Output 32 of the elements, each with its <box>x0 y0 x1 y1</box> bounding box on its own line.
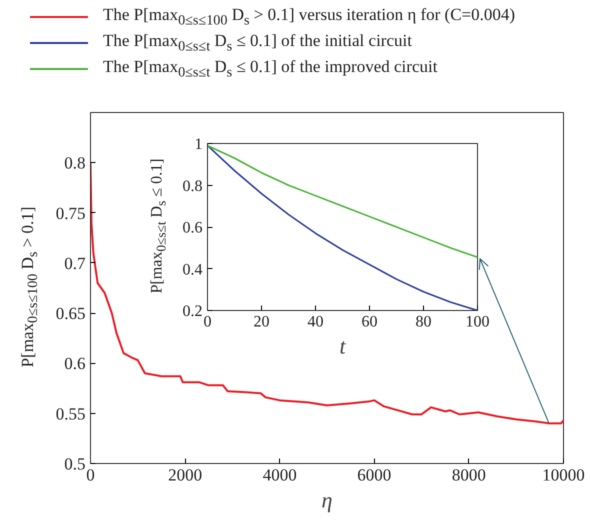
x-axis-title: η <box>322 488 332 512</box>
x-tick-label: 100 <box>466 314 490 330</box>
x-tick-label: 6000 <box>357 466 392 484</box>
y-tick-label: 0.6 <box>64 354 86 374</box>
y-tick-label: 0.2 <box>182 303 202 320</box>
y-tick-label: 0.75 <box>56 204 86 223</box>
x-tick-label: 0 <box>86 466 95 484</box>
x-tick-label: 40 <box>308 314 324 330</box>
legend-label: The P[max$_{0≤s≤t}$ D$_{s}$ ≤ 0.1] of the initial circuit <box>103 30 412 56</box>
y-tick-label: 0.6 <box>182 220 202 236</box>
y-tick-label: 0.65 <box>56 304 86 324</box>
y-tick-label: 0.55 <box>56 404 86 424</box>
line-series <box>208 144 478 258</box>
x-tick-label: 0 <box>204 314 212 330</box>
y-tick-label: 0.5 <box>64 454 86 474</box>
x-tick-label: 2000 <box>168 466 202 484</box>
x-tick-label: 60 <box>362 314 378 330</box>
x-tick-label: 10000 <box>542 466 585 484</box>
x-axis-title: t <box>339 334 346 358</box>
x-tick-label: 20 <box>254 314 270 330</box>
legend-label: The P[max$_{0≤s≤t}$ D$_{s}$ ≤ 0.1] of the improved circuit <box>103 56 438 82</box>
x-tick-label: 4000 <box>262 466 297 484</box>
line-series <box>208 144 478 310</box>
y-tick-label: 0.7 <box>64 254 86 273</box>
y-tick-label: 0.4 <box>182 261 202 278</box>
line-series <box>90 162 564 424</box>
y-tick-label: 0.8 <box>64 154 86 173</box>
y-tick-label: 1 <box>194 136 202 153</box>
legend-label: The P[max$_{0≤s≤100}$ D$_{s}$ > 0.1] versus iteration η for (C=0.004) <box>103 4 516 30</box>
y-tick-label: 0.8 <box>182 178 202 195</box>
x-tick-label: 80 <box>416 314 432 330</box>
x-tick-label: 8000 <box>452 466 486 484</box>
